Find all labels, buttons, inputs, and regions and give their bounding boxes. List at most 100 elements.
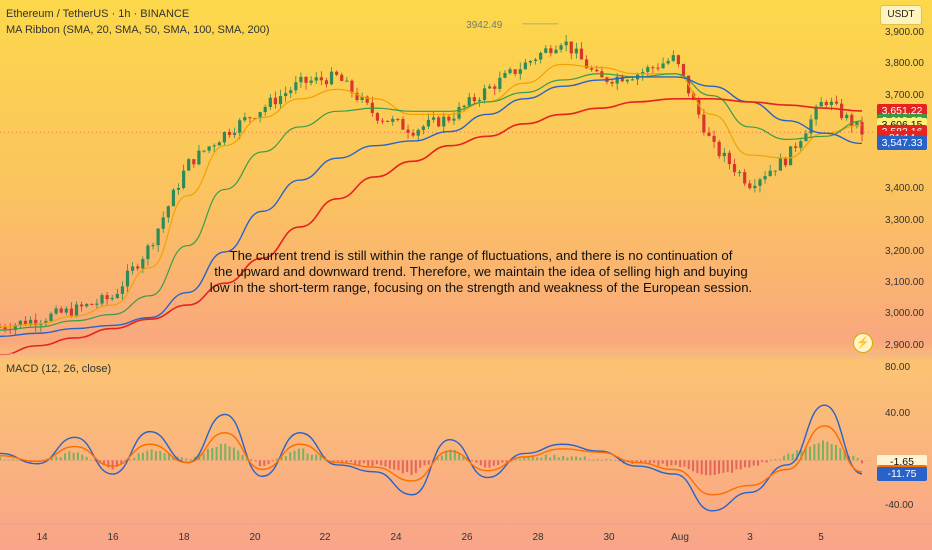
macd-hist-bar bbox=[64, 453, 66, 460]
price-axis-label: 3,000.00 bbox=[885, 308, 924, 319]
time-axis-label: Aug bbox=[671, 532, 689, 543]
macd-hist-bar bbox=[779, 459, 781, 460]
macd-hist-bar bbox=[242, 455, 244, 460]
analysis-line-3: low in the short-term range, focusing on… bbox=[196, 280, 766, 296]
macd-hist-bar bbox=[740, 460, 742, 469]
macd-hist-bar bbox=[735, 460, 737, 469]
macd-hist-bar bbox=[445, 452, 447, 460]
macd-hist-bar bbox=[575, 457, 577, 461]
macd-hist-bar bbox=[359, 460, 361, 465]
time-axis-label: 28 bbox=[532, 532, 543, 543]
macd-hist-bar bbox=[809, 447, 811, 461]
macd-hist-bar bbox=[501, 460, 503, 462]
macd-hist-bar bbox=[774, 459, 776, 460]
macd-hist-bar bbox=[350, 460, 352, 462]
macd-hist-bar bbox=[16, 460, 18, 461]
macd-hist-bar bbox=[337, 460, 339, 461]
macd-hist-bar bbox=[722, 460, 724, 472]
macd-axis-label: -40.00 bbox=[885, 500, 913, 511]
price-axis-label: 3,400.00 bbox=[885, 183, 924, 194]
macd-hist-bar bbox=[718, 460, 720, 473]
macd-hist-bar bbox=[766, 460, 768, 462]
macd-hist-bar bbox=[549, 458, 551, 461]
macd-hist-bar bbox=[73, 453, 75, 460]
macd-hist-bar bbox=[852, 456, 854, 460]
lightning-icon[interactable]: ⚡ bbox=[853, 333, 873, 353]
macd-hist-bar bbox=[614, 460, 616, 461]
macd-hist-bar bbox=[761, 460, 763, 462]
macd-hist-bar bbox=[237, 450, 239, 460]
macd-hist-bar bbox=[441, 455, 443, 460]
macd-hist-bar bbox=[705, 460, 707, 475]
macd-hist-bar bbox=[294, 451, 296, 461]
macd-hist-bar bbox=[155, 451, 157, 460]
analysis-line-1: The current trend is still within the ra… bbox=[196, 248, 766, 264]
macd-hist-bar bbox=[839, 448, 841, 460]
macd-hist-bar bbox=[393, 460, 395, 469]
time-axis-label: 20 bbox=[249, 532, 260, 543]
macd-hist-bar bbox=[311, 455, 313, 461]
time-axis-label: 5 bbox=[818, 532, 824, 543]
time-axis-label: 30 bbox=[603, 532, 614, 543]
currency-button[interactable]: USDT bbox=[880, 5, 922, 25]
macd-hist-bar bbox=[250, 459, 252, 460]
macd-hist-bar bbox=[662, 460, 664, 463]
macd-hist-bar bbox=[90, 460, 92, 461]
macd-hist-bar bbox=[0, 457, 1, 460]
macd-hist-bar bbox=[714, 460, 716, 475]
macd-hist-bar bbox=[523, 457, 525, 460]
macd-hist-bar bbox=[81, 455, 83, 461]
macd-hist-bar bbox=[285, 456, 287, 460]
macd-axis-label: 40.00 bbox=[885, 408, 910, 419]
macd-hist-bar bbox=[207, 449, 209, 460]
macd-hist-bar bbox=[493, 460, 495, 465]
macd-hist-bar bbox=[289, 452, 291, 460]
macd-hist-bar bbox=[77, 453, 79, 461]
macd-hist-bar bbox=[380, 460, 382, 465]
macd-hist-bar bbox=[315, 454, 317, 460]
macd-hist-bar bbox=[307, 453, 309, 460]
price-axis-label: 3,900.00 bbox=[885, 27, 924, 38]
macd-hist-bar bbox=[3, 460, 5, 461]
macd-hist-bar bbox=[696, 460, 698, 473]
price-axis-label: 2,900.00 bbox=[885, 340, 924, 351]
macd-hist-bar bbox=[389, 460, 391, 468]
macd-hist-bar bbox=[367, 460, 369, 465]
macd-hist-bar bbox=[146, 451, 148, 461]
macd-hist-bar bbox=[566, 458, 568, 461]
macd-hist-bar bbox=[424, 460, 426, 465]
analysis-note: The current trend is still within the ra… bbox=[196, 248, 766, 296]
time-axis-label: 16 bbox=[107, 532, 118, 543]
macd-hist-bar bbox=[302, 448, 304, 460]
macd-hist-bar bbox=[142, 453, 144, 461]
macd-hist-bar bbox=[475, 460, 477, 462]
analysis-line-2: the upward and downward trend. Therefore… bbox=[196, 264, 766, 280]
macd-hist-bar bbox=[272, 460, 274, 461]
price-axis-label: 3,300.00 bbox=[885, 215, 924, 226]
macd-hist-bar bbox=[8, 460, 10, 461]
macd-hist-bar bbox=[406, 460, 408, 472]
macd-hist-bar bbox=[744, 460, 746, 467]
macd-hist-bar bbox=[553, 455, 555, 460]
macd-hist-bar bbox=[644, 460, 646, 462]
macd-hist-bar bbox=[562, 456, 564, 460]
macd-hist-bar bbox=[540, 458, 542, 461]
macd-hist-bar bbox=[857, 458, 859, 460]
macd-hist-bar bbox=[818, 443, 820, 460]
macd-hist-bar bbox=[259, 460, 261, 466]
macd-hist-bar bbox=[649, 460, 651, 463]
macd-hist-bar bbox=[376, 460, 378, 464]
macd-hist-bar bbox=[579, 458, 581, 461]
indicator-title[interactable]: MA Ribbon (SMA, 20, SMA, 50, SMA, 100, S… bbox=[6, 24, 270, 36]
time-axis-label: 18 bbox=[178, 532, 189, 543]
macd-hist-bar bbox=[398, 460, 400, 470]
macd-hist-bar bbox=[220, 444, 222, 460]
macd-hist-bar bbox=[190, 459, 192, 460]
macd-hist-bar bbox=[211, 448, 213, 460]
macd-title[interactable]: MACD (12, 26, close) bbox=[6, 363, 111, 375]
macd-hist-bar bbox=[792, 454, 794, 461]
macd-hist-bar bbox=[60, 457, 62, 460]
symbol-title: Ethereum / TetherUS · 1h · BINANCE bbox=[6, 8, 189, 20]
macd-hist-bar bbox=[263, 460, 265, 465]
macd-hist-bar bbox=[484, 460, 486, 467]
